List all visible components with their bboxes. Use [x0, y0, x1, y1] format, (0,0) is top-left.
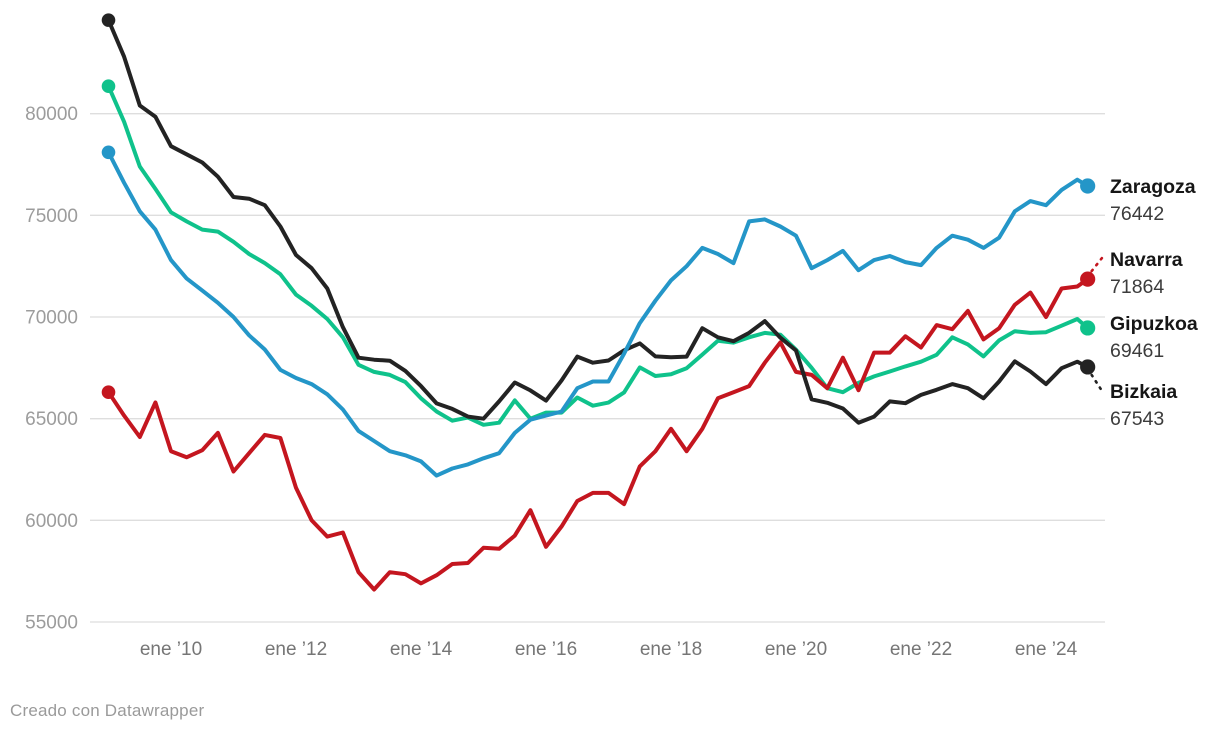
x-tick-label: ene ’22	[890, 639, 952, 660]
x-tick-label: ene ’12	[265, 639, 327, 660]
series-label-navarra: Navarra	[1110, 249, 1183, 271]
y-tick-label: 75000	[25, 206, 78, 227]
series-end-dot-zaragoza	[1080, 178, 1096, 194]
series-start-dot-bizkaia	[101, 13, 116, 27]
leader-line-navarra	[1090, 255, 1104, 273]
series-end-dot-gipuzkoa	[1080, 320, 1096, 336]
series-start-dot-zaragoza	[101, 145, 116, 160]
series-label-bizkaia: Bizkaia	[1110, 381, 1177, 403]
leader-line-bizkaia	[1090, 373, 1104, 394]
series-line-zaragoza	[106, 150, 1090, 478]
attribution-text: Creado con Datawrapper	[10, 701, 205, 720]
series-value-navarra: 71864	[1110, 276, 1164, 298]
y-tick-label: 55000	[25, 613, 78, 634]
series-value-zaragoza: 76442	[1110, 203, 1164, 225]
y-tick-label: 65000	[25, 409, 78, 430]
series-label-zaragoza: Zaragoza	[1110, 176, 1196, 198]
series-line-bizkaia	[106, 18, 1090, 425]
y-tick-label: 60000	[25, 511, 78, 532]
series-end-dot-bizkaia	[1080, 359, 1096, 375]
x-tick-label: ene ’24	[1015, 639, 1078, 660]
series-label-gipuzkoa: Gipuzkoa	[1110, 313, 1198, 335]
series-end-dot-navarra	[1080, 271, 1096, 287]
x-tick-label: ene ’14	[390, 639, 453, 660]
series-value-bizkaia: 67543	[1110, 408, 1164, 430]
y-tick-label: 70000	[25, 307, 78, 328]
x-tick-label: ene ’18	[640, 639, 702, 660]
series-line-navarra	[106, 277, 1090, 592]
y-tick-label: 80000	[25, 104, 78, 125]
series-value-gipuzkoa: 69461	[1110, 340, 1164, 362]
x-tick-label: ene ’10	[140, 639, 202, 660]
series-start-dot-gipuzkoa	[101, 79, 116, 94]
series-line-gipuzkoa	[106, 84, 1090, 427]
series-start-dot-navarra	[101, 385, 116, 400]
x-tick-label: ene ’20	[765, 639, 827, 660]
x-tick-label: ene ’16	[515, 639, 577, 660]
